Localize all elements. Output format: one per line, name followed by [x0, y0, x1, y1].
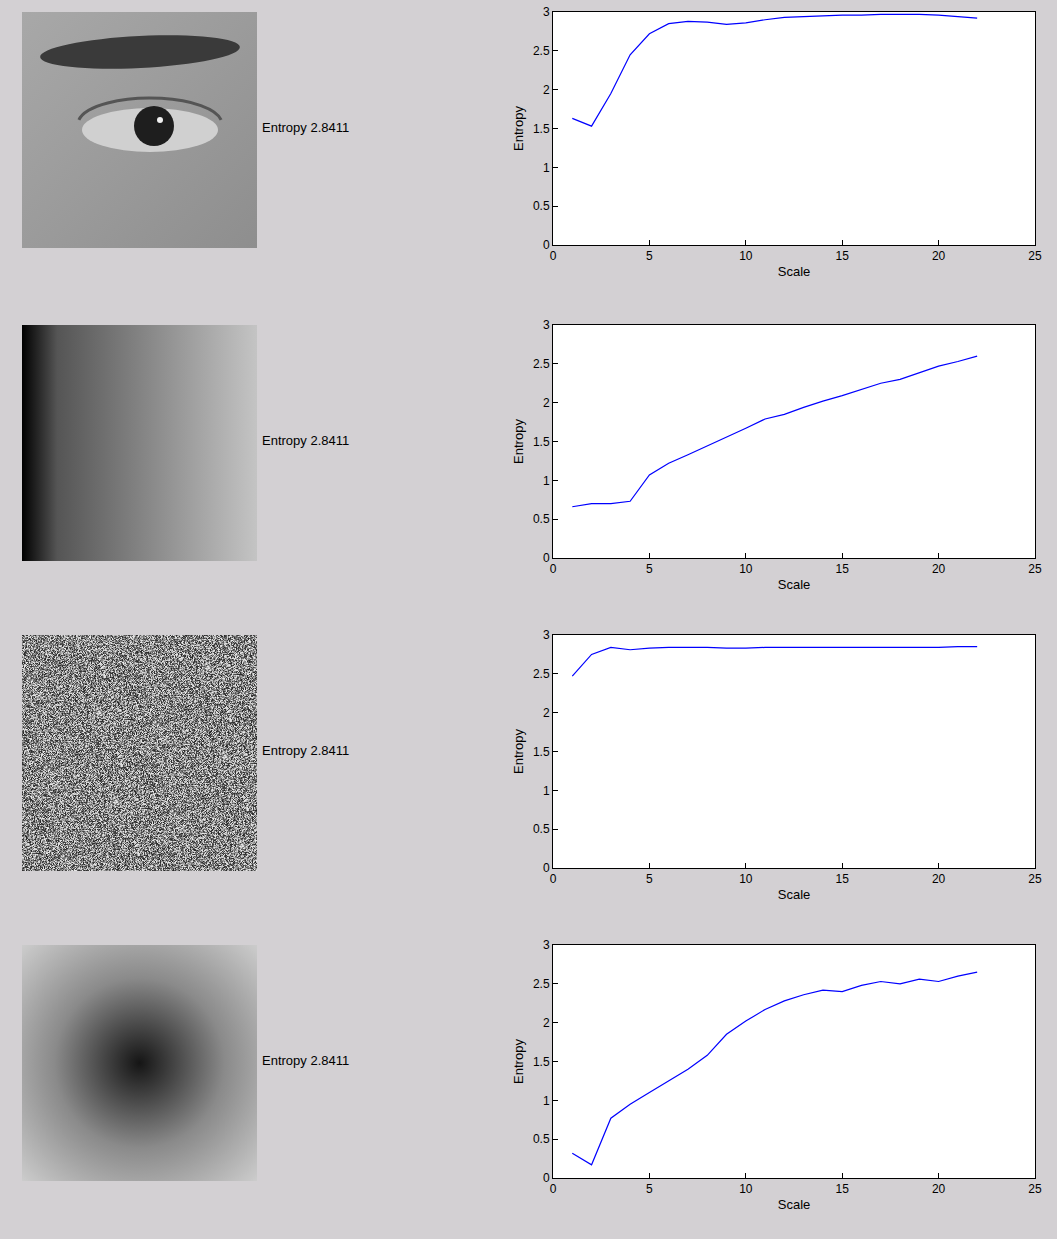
svg-text:1: 1	[543, 1094, 550, 1108]
svg-text:0: 0	[550, 1182, 557, 1196]
svg-text:20: 20	[932, 872, 946, 886]
svg-text:0.5: 0.5	[533, 822, 550, 836]
svg-text:0.5: 0.5	[533, 1132, 550, 1146]
svg-text:5: 5	[646, 872, 653, 886]
svg-text:1.5: 1.5	[533, 1055, 550, 1069]
svg-text:5: 5	[646, 249, 653, 263]
svg-text:25: 25	[1028, 1182, 1042, 1196]
svg-text:10: 10	[739, 562, 753, 576]
svg-text:0: 0	[543, 861, 550, 875]
svg-text:1: 1	[543, 161, 550, 175]
svg-text:Scale: Scale	[778, 264, 811, 279]
svg-text:0: 0	[543, 551, 550, 565]
svg-text:20: 20	[932, 562, 946, 576]
svg-text:Scale: Scale	[778, 887, 811, 902]
svg-text:0: 0	[550, 249, 557, 263]
svg-text:25: 25	[1028, 872, 1042, 886]
svg-text:Entropy: Entropy	[511, 1039, 526, 1084]
svg-text:2.5: 2.5	[533, 357, 550, 371]
html-text:Entropy 2.8411: Entropy 2.8411	[262, 743, 350, 758]
svg-text:15: 15	[836, 1182, 850, 1196]
svg-text:1.5: 1.5	[533, 122, 550, 136]
svg-text:20: 20	[932, 1182, 946, 1196]
svg-text:3: 3	[543, 938, 550, 952]
svg-text:25: 25	[1028, 562, 1042, 576]
svg-text:Entropy: Entropy	[511, 106, 526, 151]
html-text:Entropy 2.8411: Entropy 2.8411	[262, 1053, 350, 1068]
svg-text:10: 10	[739, 249, 753, 263]
svg-text:0: 0	[543, 238, 550, 252]
svg-text:2: 2	[543, 83, 550, 97]
svg-text:0.5: 0.5	[533, 512, 550, 526]
svg-text:5: 5	[646, 1182, 653, 1196]
html-text:Entropy 2.8411: Entropy 2.8411	[262, 120, 350, 135]
svg-text:10: 10	[739, 872, 753, 886]
svg-text:2.5: 2.5	[533, 977, 550, 991]
svg-text:2.5: 2.5	[533, 667, 550, 681]
svg-text:25: 25	[1028, 249, 1042, 263]
svg-text:15: 15	[836, 872, 850, 886]
svg-text:0: 0	[550, 562, 557, 576]
svg-text:2: 2	[543, 396, 550, 410]
svg-text:5: 5	[646, 562, 653, 576]
svg-text:2: 2	[543, 706, 550, 720]
html-text:Entropy 2.8411: Entropy 2.8411	[262, 433, 350, 448]
svg-text:2: 2	[543, 1016, 550, 1030]
svg-text:1: 1	[543, 784, 550, 798]
svg-text:Scale: Scale	[778, 1197, 811, 1212]
svg-text:15: 15	[836, 562, 850, 576]
svg-text:1: 1	[543, 474, 550, 488]
svg-text:Entropy: Entropy	[511, 419, 526, 464]
svg-text:Scale: Scale	[778, 577, 811, 592]
svg-text:0: 0	[550, 872, 557, 886]
svg-text:10: 10	[739, 1182, 753, 1196]
svg-text:15: 15	[836, 249, 850, 263]
svg-text:0.5: 0.5	[533, 199, 550, 213]
svg-text:3: 3	[543, 628, 550, 642]
svg-text:1.5: 1.5	[533, 745, 550, 759]
svg-text:2.5: 2.5	[533, 44, 550, 58]
svg-text:3: 3	[543, 318, 550, 332]
svg-text:3: 3	[543, 5, 550, 19]
svg-text:20: 20	[932, 249, 946, 263]
svg-text:Entropy: Entropy	[511, 729, 526, 774]
svg-text:0: 0	[543, 1171, 550, 1185]
svg-text:1.5: 1.5	[533, 435, 550, 449]
